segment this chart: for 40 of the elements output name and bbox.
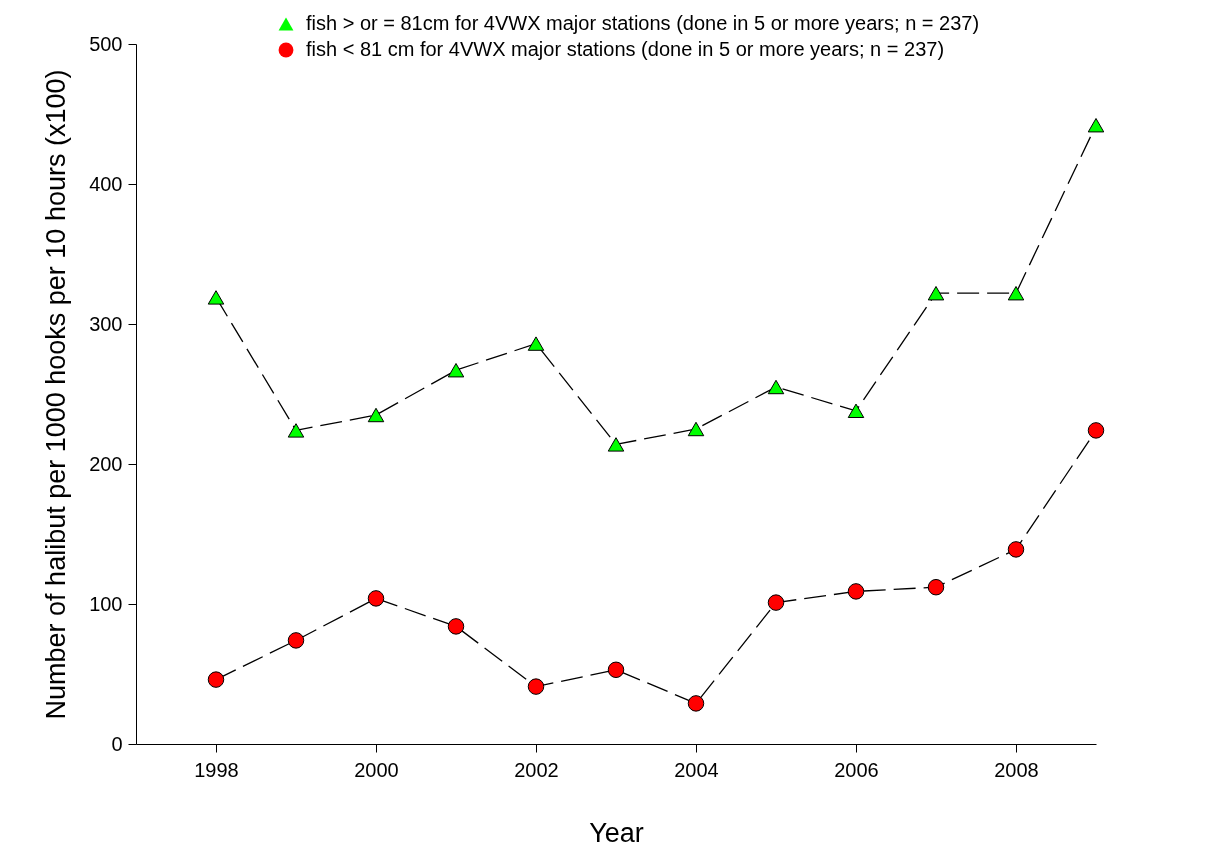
point (447, 618, 465, 635)
y-tick-label: 500 (89, 32, 123, 55)
x-tick-label: 2000 (354, 758, 399, 781)
point (767, 379, 785, 395)
point (367, 407, 385, 423)
point (847, 403, 865, 419)
x-axis-title: Year (589, 817, 644, 848)
y-tick-label: 0 (111, 732, 123, 755)
point (527, 678, 545, 695)
point (927, 285, 945, 301)
point (367, 590, 385, 607)
y-tick-label: 200 (89, 452, 123, 475)
point (287, 423, 305, 438)
point (607, 661, 625, 679)
y-tick-label: 300 (89, 312, 123, 335)
legend-label: fish > or = 81cm for 4VWX major stations (done in 5 or more years; n = 237) (306, 12, 980, 34)
point (1007, 285, 1025, 301)
point (447, 362, 465, 378)
point (207, 671, 225, 688)
point (847, 583, 865, 600)
point (527, 336, 545, 351)
x-tick-label: 2004 (674, 758, 719, 781)
point (1087, 422, 1105, 439)
point (207, 290, 225, 305)
point (1007, 541, 1025, 558)
point (607, 437, 625, 452)
x-tick-label: 2008 (994, 758, 1039, 781)
y-tick-label: 400 (89, 172, 123, 195)
y-axis-title: Number of halibut per 1000 hooks per 10 hours (x100) (41, 69, 72, 720)
y-tick-label: 100 (89, 592, 123, 615)
point (927, 578, 945, 596)
x-tick-label: 2006 (834, 758, 879, 781)
point (687, 695, 705, 712)
point (1087, 117, 1105, 133)
point (287, 632, 305, 649)
point (687, 421, 705, 437)
point (767, 594, 785, 611)
x-tick-label: 2002 (514, 758, 559, 781)
legend-label: fish < 81 cm for 4VWX major stations (done in 5 or more years; n = 237) (306, 38, 945, 60)
x-tick-label: 1998 (194, 758, 239, 781)
